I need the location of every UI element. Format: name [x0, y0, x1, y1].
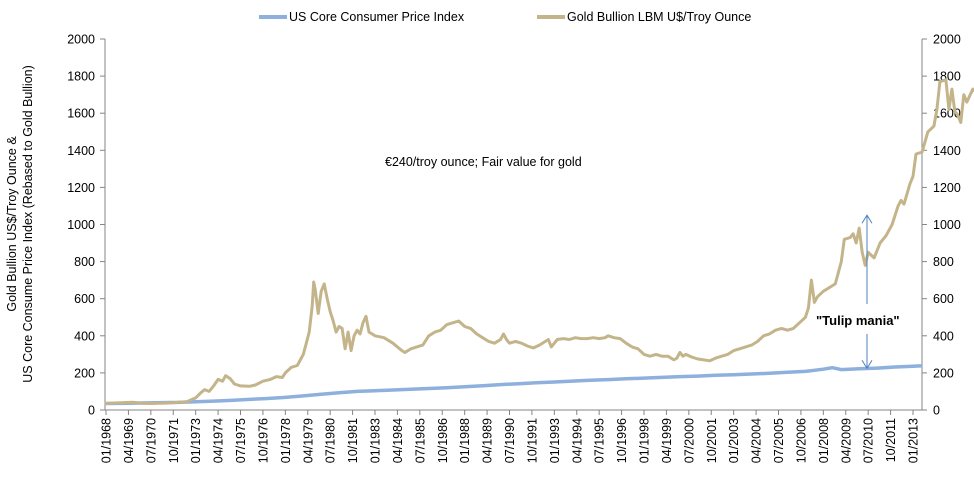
- left-y-tick-label: 1000: [67, 218, 95, 232]
- left-y-tick-label: 1600: [67, 107, 95, 121]
- x-tick-label: 01/1988: [458, 418, 472, 463]
- x-tick-label: 10/2006: [794, 418, 808, 463]
- series-line-cpi: [104, 364, 923, 406]
- x-tick-label: 01/2013: [907, 418, 921, 463]
- right-y-tick-label: 2000: [933, 33, 961, 47]
- x-tick-label: 07/1975: [234, 418, 248, 463]
- right-y-tick-label: 1200: [933, 181, 961, 195]
- fair-value-annotation: €240/troy ounce; Fair value for gold: [385, 155, 582, 169]
- x-tick-label: 04/1989: [481, 418, 495, 463]
- right-y-tick-label: 600: [933, 292, 954, 306]
- arrow-head-up: [861, 214, 873, 224]
- tulip-mania-arrow: [861, 214, 873, 370]
- x-tick-label: 07/1980: [324, 418, 338, 463]
- x-tick-label: 10/2011: [884, 418, 898, 462]
- x-tick-label: 10/1996: [615, 418, 629, 463]
- x-tick-label: 10/1991: [525, 418, 539, 463]
- left-y-tick-label: 1800: [67, 70, 95, 84]
- x-tick-label: 04/1984: [391, 418, 405, 463]
- x-tick-label: 07/1990: [503, 418, 517, 463]
- left-y-tick-label: 200: [74, 366, 95, 380]
- y-axis-title-line1: Gold Bullion US$/Troy Ounce &: [5, 136, 19, 312]
- right-y-tick-label: 1800: [933, 70, 961, 84]
- legend: US Core Consumer Price Index Gold Bullio…: [259, 10, 751, 24]
- left-y-tick-label: 1400: [67, 144, 95, 158]
- x-tick-label: 07/2010: [862, 418, 876, 463]
- x-tick-label: 01/1978: [279, 418, 293, 463]
- x-tick-label: 10/1981: [346, 418, 360, 463]
- left-y-tick-label: 600: [74, 292, 95, 306]
- x-tick-label: 07/2005: [772, 418, 786, 463]
- x-tick-label: 01/1983: [369, 418, 383, 463]
- tulip-mania-label: "Tulip mania": [816, 313, 900, 328]
- x-tick-label: 10/1986: [436, 418, 450, 463]
- right-y-tick-label: 400: [933, 329, 954, 343]
- left-y-tick-label: 1200: [67, 181, 95, 195]
- left-y-tick-label: 0: [88, 404, 95, 418]
- x-tick-label: 07/1995: [593, 418, 607, 463]
- x-tick-label: 10/1976: [256, 418, 270, 463]
- x-tick-label: 01/2008: [817, 418, 831, 463]
- arrow-head-down: [861, 359, 873, 370]
- x-tick-label: 01/1993: [548, 418, 562, 463]
- y-axis-title: Gold Bullion US$/Troy Ounce & US Core Co…: [5, 65, 35, 383]
- x-ticks: 01/1968 04/1969 07/1970 10/1971 01/1973 04/19…: [100, 410, 921, 463]
- left-y-ticks: 0 200 400 600 800 1000 1200 1400 1600 1800 2000: [67, 33, 105, 418]
- x-tick-label: 07/2000: [682, 418, 696, 463]
- right-y-tick-label: 0: [933, 404, 940, 418]
- x-tick-label: 01/1973: [189, 418, 203, 463]
- left-y-tick-label: 400: [74, 329, 95, 343]
- x-tick-label: 01/1998: [638, 418, 652, 463]
- x-tick-label: 10/2001: [705, 418, 719, 463]
- x-tick-label: 07/1985: [413, 418, 427, 463]
- x-tick-label: 04/2004: [750, 418, 764, 463]
- x-tick-label: 04/1969: [122, 418, 136, 463]
- x-tick-label: 04/2009: [839, 418, 853, 463]
- left-y-tick-label: 800: [74, 255, 95, 269]
- series-layer: [104, 78, 974, 406]
- x-tick-label: 10/1971: [167, 418, 181, 463]
- x-tick-label: 04/1974: [212, 418, 226, 463]
- x-tick-label: 04/1979: [301, 418, 315, 463]
- left-y-tick-label: 2000: [67, 33, 95, 47]
- right-y-tick-label: 200: [933, 366, 954, 380]
- x-tick-label: 07/1970: [144, 418, 158, 463]
- right-y-tick-label: 800: [933, 255, 954, 269]
- x-tick-label: 01/2003: [727, 418, 741, 463]
- x-tick-label: 04/1994: [570, 418, 584, 463]
- x-tick-label: 01/1968: [100, 418, 114, 463]
- right-y-tick-label: 1400: [933, 144, 961, 158]
- legend-label-gold: Gold Bullion LBM U$/Troy Ounce: [567, 10, 751, 24]
- legend-label-cpi: US Core Consumer Price Index: [289, 10, 465, 24]
- y-axis-title-line2: US Core Consume Price Index (Rebased to …: [21, 65, 35, 383]
- right-y-tick-label: 1000: [933, 218, 961, 232]
- x-tick-label: 04/1999: [660, 418, 674, 463]
- series-line-gold: [104, 78, 974, 405]
